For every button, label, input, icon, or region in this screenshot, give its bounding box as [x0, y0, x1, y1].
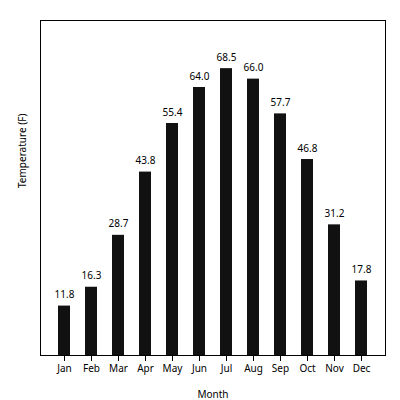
svg-text:Mar: Mar	[109, 361, 128, 375]
svg-text:17.8: 17.8	[352, 262, 372, 276]
svg-text:68.5: 68.5	[217, 50, 237, 64]
svg-text:66.0: 66.0	[244, 60, 264, 74]
svg-text:57.7: 57.7	[271, 95, 291, 109]
svg-text:55.4: 55.4	[163, 105, 183, 119]
svg-text:Jan: Jan	[56, 361, 72, 375]
svg-text:Apr: Apr	[137, 361, 154, 375]
svg-text:Sep: Sep	[272, 361, 289, 375]
svg-text:Temperature (F): Temperature (F)	[15, 113, 29, 188]
svg-text:May: May	[163, 361, 184, 375]
svg-text:Nov: Nov	[325, 361, 344, 375]
svg-text:Oct: Oct	[299, 361, 316, 375]
svg-text:31.2: 31.2	[325, 206, 345, 220]
svg-text:28.7: 28.7	[109, 216, 129, 230]
svg-text:Dec: Dec	[353, 361, 371, 375]
svg-text:43.8: 43.8	[136, 153, 156, 167]
svg-text:16.3: 16.3	[82, 268, 102, 282]
svg-text:Month: Month	[197, 387, 228, 400]
svg-text:Feb: Feb	[83, 361, 100, 375]
svg-text:64.0: 64.0	[190, 69, 210, 83]
svg-text:46.8: 46.8	[298, 141, 318, 155]
svg-text:11.8: 11.8	[55, 287, 75, 301]
svg-text:Jul: Jul	[220, 361, 233, 375]
svg-text:Aug: Aug	[244, 361, 263, 375]
svg-text:Jun: Jun	[191, 361, 207, 375]
